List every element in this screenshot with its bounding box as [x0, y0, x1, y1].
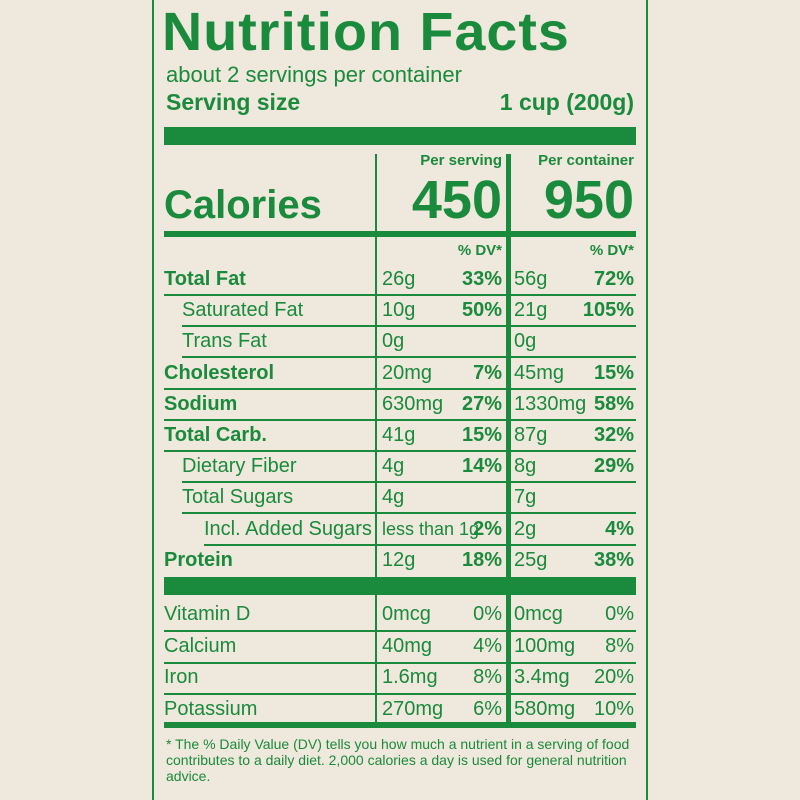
vitamin-serving-amount: 270mg — [382, 697, 444, 720]
nutrition-label-panel — [152, 0, 648, 800]
nutrient-name: Protein — [164, 548, 233, 571]
vitamin-serving-amount: 0mcg — [382, 603, 431, 625]
nutrient-serving-amount: 20mg — [382, 361, 433, 384]
footnote: * The % Daily Value (DV) tells you how m… — [166, 736, 630, 784]
calories-per-container: 950 — [543, 170, 634, 230]
row-divider — [164, 661, 636, 664]
vitamin-serving-dv: 4% — [473, 634, 502, 657]
serving-size-value: 1 cup (200g) — [499, 89, 634, 115]
serving-size-label: Serving size — [166, 89, 301, 115]
nutrient-container-amount: 2g — [514, 517, 537, 540]
nutrient-name: Total Fat — [164, 268, 246, 290]
vitamin-name: Calcium — [164, 634, 237, 657]
nutrient-name: Trans Fat — [182, 330, 267, 353]
row-divider — [164, 418, 636, 421]
vitamin-serving-dv: 6% — [473, 697, 502, 720]
row-divider — [182, 325, 636, 328]
nutrient-serving-amount: 12g — [382, 548, 416, 571]
nutrient-serving-dv: 27% — [461, 392, 502, 415]
vitamin-serving-amount: 40mg — [382, 634, 433, 657]
row-divider — [164, 294, 636, 296]
nutrient-container-dv: 72% — [593, 268, 634, 290]
nutrient-container-amount: 21g — [514, 299, 548, 322]
nutrient-container-amount: 7g — [514, 486, 537, 509]
nutrient-serving-amount: 26g — [382, 268, 416, 290]
nutrient-name: Cholesterol — [164, 361, 275, 384]
nutrient-name: Dietary Fiber — [182, 455, 297, 478]
nutrient-container-dv: 105% — [582, 299, 634, 322]
nutrient-serving-amount: 4g — [382, 455, 405, 478]
vitamin-container-amount: 0mcg — [514, 603, 563, 625]
nutrient-serving-amount: 630mg — [382, 392, 444, 415]
nutrient-name: Sodium — [164, 392, 238, 415]
nutrient-name: Total Sugars — [182, 486, 294, 509]
nutrient-container-amount: 0g — [514, 330, 537, 353]
vitamin-name: Iron — [164, 666, 199, 688]
footnote-divider — [164, 722, 636, 728]
servings-per-container: about 2 servings per container — [166, 62, 462, 87]
nutrient-serving-amount: 4g — [382, 486, 405, 509]
nutrient-container-amount: 45mg — [514, 361, 565, 384]
nutrient-serving-dv: 15% — [461, 424, 502, 446]
nutrient-container-amount: 8g — [514, 455, 537, 478]
per-container-header: Per container — [538, 152, 634, 169]
nutrient-container-amount: 87g — [514, 424, 548, 446]
row-divider — [164, 450, 636, 452]
dv-header-container: % DV* — [589, 242, 634, 259]
nutrient-container-dv: 38% — [593, 548, 634, 571]
nutrient-container-dv: 32% — [593, 424, 634, 446]
nutrient-container-dv: 58% — [593, 392, 634, 415]
nutrient-serving-amount: 41g — [382, 424, 416, 446]
vitamin-container-dv: 8% — [605, 634, 634, 657]
row-divider — [182, 481, 636, 484]
column-divider-left — [375, 154, 377, 722]
row-divider — [182, 356, 636, 359]
vitamin-serving-dv: 8% — [473, 666, 502, 688]
nutrient-container-dv: 29% — [593, 455, 634, 478]
nutrient-serving-dv: 14% — [461, 455, 502, 478]
thick-divider — [164, 127, 636, 145]
nutrient-container-dv: 4% — [605, 517, 634, 540]
nutrient-name: Saturated Fat — [182, 299, 304, 322]
vitamin-container-amount: 3.4mg — [514, 666, 570, 688]
nutrient-serving-dv: 2% — [473, 517, 502, 540]
row-divider — [164, 693, 636, 695]
vitamin-serving-amount: 1.6mg — [382, 666, 438, 688]
vitamin-container-amount: 580mg — [514, 697, 576, 720]
nutrient-container-dv: 15% — [593, 361, 634, 384]
vitamin-serving-dv: 0% — [473, 603, 502, 625]
nutrient-serving-dv: 50% — [461, 299, 502, 322]
vitamin-container-dv: 10% — [593, 697, 634, 720]
nutrient-serving-amount: 0g — [382, 330, 405, 353]
row-divider — [164, 630, 636, 632]
dv-header-serving: % DV* — [457, 242, 502, 259]
nutrient-name: Total Carb. — [164, 424, 267, 446]
nutrient-serving-dv: 7% — [473, 361, 502, 384]
nutrient-serving-dv: 18% — [461, 548, 502, 571]
nutrient-serving-dv: 33% — [461, 268, 502, 290]
nutrient-serving-amount: less than 1g — [382, 518, 480, 539]
medium-divider — [164, 231, 636, 237]
vitamin-container-amount: 100mg — [514, 634, 576, 657]
nutrient-name: Incl. Added Sugars — [204, 517, 372, 540]
label-title: Nutrition Facts — [162, 2, 570, 62]
nutrient-serving-amount: 10g — [382, 299, 416, 322]
vitamin-container-dv: 0% — [605, 603, 634, 625]
per-serving-header: Per serving — [420, 152, 502, 169]
nutrient-container-amount: 25g — [514, 548, 548, 571]
vitamin-container-dv: 20% — [593, 666, 634, 688]
vitamin-name: Potassium — [164, 697, 258, 720]
row-divider — [204, 543, 636, 546]
row-divider — [164, 387, 636, 390]
row-divider — [182, 512, 636, 515]
vitamin-divider — [164, 577, 636, 595]
vitamin-name: Vitamin D — [164, 603, 251, 625]
calories-label: Calories — [164, 183, 322, 227]
calories-per-serving: 450 — [411, 170, 502, 230]
nutrient-container-amount: 1330mg — [514, 392, 587, 415]
column-divider-middle — [506, 154, 511, 722]
nutrient-container-amount: 56g — [514, 268, 548, 290]
